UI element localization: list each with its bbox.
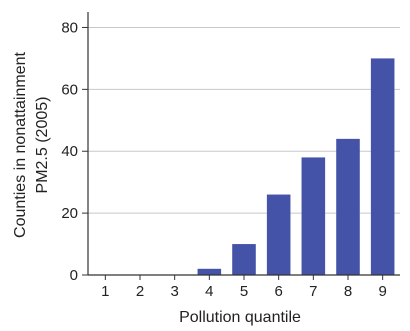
y-tick-label: 40 <box>61 143 78 160</box>
y-axis-label-line-1: Counties in nonattainment <box>12 52 29 238</box>
y-tick-label: 20 <box>61 205 78 222</box>
bar <box>336 138 360 275</box>
y-tick-label: 0 <box>70 267 78 284</box>
x-tick-label: 2 <box>136 283 144 300</box>
bar <box>301 157 326 275</box>
bar <box>266 194 291 275</box>
y-axis-ticks: 0 20 40 60 80 <box>61 19 88 284</box>
bar <box>370 58 395 275</box>
y-tick-label: 60 <box>61 81 78 98</box>
x-axis-label: Pollution quantile <box>179 309 301 326</box>
y-tick-label: 80 <box>61 19 78 36</box>
x-tick-label: 1 <box>101 283 109 300</box>
y-axis-label-line-2: PM2.5 (2005) <box>34 97 51 194</box>
x-tick-label: 4 <box>205 283 213 300</box>
x-tick-label: 8 <box>344 283 352 300</box>
x-tick-label: 5 <box>240 283 248 300</box>
bars <box>197 58 395 275</box>
x-tick-label: 7 <box>309 283 317 300</box>
bar <box>197 268 222 275</box>
x-axis-ticks: 1 2 3 4 5 6 7 8 9 <box>101 275 387 300</box>
bar <box>232 244 256 275</box>
x-tick-label: 3 <box>170 283 178 300</box>
x-tick-label: 6 <box>274 283 282 300</box>
x-tick-label: 9 <box>378 283 386 300</box>
